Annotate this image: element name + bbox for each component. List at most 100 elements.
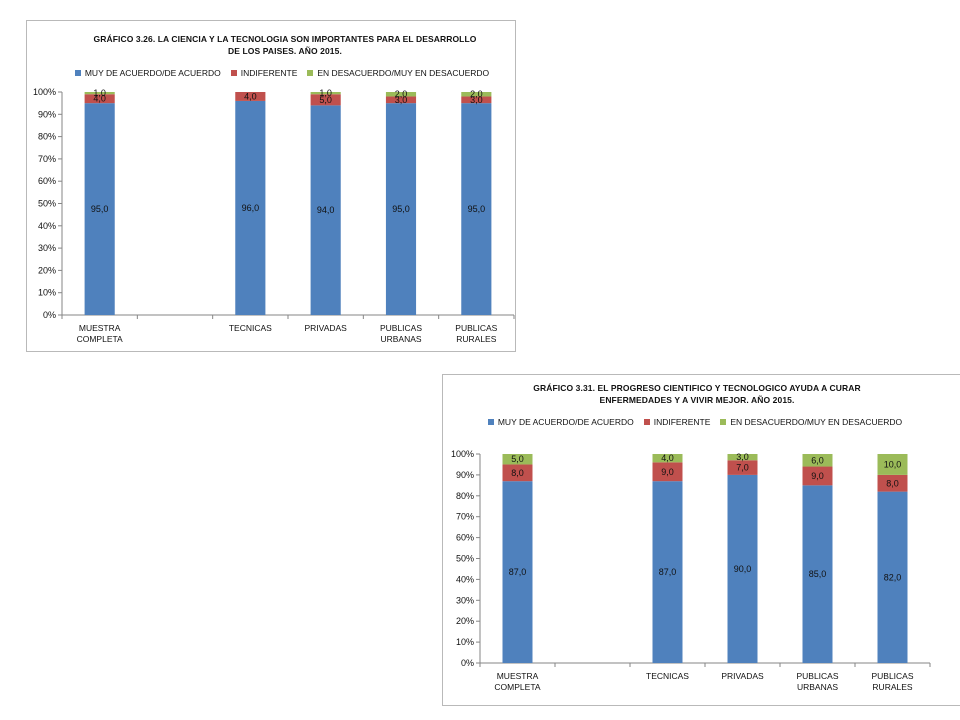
y-tick-label: 100%: [451, 449, 474, 459]
data-label-disagree: 3,0: [736, 452, 749, 462]
data-label-agree: 95,0: [91, 204, 109, 214]
y-tick-label: 40%: [38, 221, 56, 231]
legend-swatch-agree: [487, 419, 494, 425]
legend-swatch-indifferent: [643, 419, 650, 425]
chart-panel-3-31: GRÁFICO 3.31. EL PROGRESO CIENTIFICO Y T…: [442, 374, 960, 706]
bar-segment-agree: [877, 491, 908, 663]
legend-label-indifferent: INDIFERENTE: [240, 68, 298, 78]
bar-segment-agree: [727, 474, 758, 663]
data-label-indifferent: 4,0: [93, 94, 106, 104]
y-tick-label: 10%: [456, 637, 474, 647]
y-tick-label: 20%: [38, 265, 56, 275]
bar-segment-disagree: [877, 454, 908, 475]
data-label-agree: 85,0: [809, 569, 827, 579]
legend-item-indifferent: INDIFERENTE: [643, 417, 711, 427]
y-tick-label: 0%: [461, 658, 474, 668]
data-label-disagree: 5,0: [511, 454, 524, 464]
x-category-label: PUBLICAS: [380, 323, 422, 333]
x-category-label: MUESTRA: [79, 323, 121, 333]
chart-title-line-2: ENFERMEDADES Y A VIVIR MEJOR. AÑO 2015.: [599, 395, 795, 405]
legend-item-indifferent: INDIFERENTE: [230, 68, 298, 78]
x-category-label: PUBLICAS: [796, 671, 838, 681]
x-category-label: COMPLETA: [494, 682, 540, 692]
bar-segment-indifferent: [802, 466, 833, 486]
y-tick-label: 90%: [38, 109, 56, 119]
data-label-disagree: 1,0: [319, 88, 332, 98]
legend-swatch-agree: [74, 70, 81, 76]
chart-panel-3-26: GRÁFICO 3.26. LA CIENCIA Y LA TECNOLOGIA…: [26, 20, 516, 352]
chart-plot-3-31: 0% 10% 20% 30% 40% 50% 60% 70% 80% 90% 100% MUESTRA…: [451, 449, 931, 692]
y-tick-label: 30%: [456, 595, 474, 605]
x-category-label: PUBLICAS: [871, 671, 913, 681]
bar-segment-indifferent: [652, 462, 683, 482]
bar-segment-disagree: [461, 92, 492, 97]
y-tick-label: 50%: [456, 554, 474, 564]
bar-segment-indifferent: [385, 96, 417, 104]
data-label-indifferent: 7,0: [736, 463, 749, 473]
bar-segment-agree: [461, 103, 492, 316]
legend-label-agree: MUY DE ACUERDO/DE ACUERDO: [84, 68, 221, 78]
bar-segment-agree: [84, 103, 115, 316]
data-label-agree: 96,0: [242, 203, 260, 213]
x-category-label: PUBLICAS: [455, 323, 497, 333]
legend-label-disagree: EN DESACUERDO/MUY EN DESACUERDO: [730, 417, 903, 427]
y-tick-label: 20%: [456, 616, 474, 626]
legend-label-agree: MUY DE ACUERDO/DE ACUERDO: [497, 417, 634, 427]
data-label-agree: 95,0: [392, 204, 410, 214]
x-category-label: MUESTRA: [497, 671, 539, 681]
data-label-disagree: 4,0: [661, 453, 674, 463]
legend-label-disagree: EN DESACUERDO/MUY EN DESACUERDO: [317, 68, 490, 78]
data-label-indifferent: 3,0: [395, 95, 408, 105]
data-label-disagree: 1,0: [93, 88, 106, 98]
x-category-label: PRIVADAS: [721, 671, 764, 681]
bar-segment-agree: [310, 105, 341, 315]
bar-segment-disagree: [310, 92, 341, 95]
bar-segment-agree: [235, 100, 266, 315]
y-tick-label: 80%: [38, 132, 56, 142]
x-category-label: COMPLETA: [77, 334, 123, 344]
chart-title: GRÁFICO 3.26. LA CIENCIA Y LA TECNOLOGIA…: [27, 33, 515, 57]
y-tick-label: 30%: [38, 243, 56, 253]
legend-item-agree: MUY DE ACUERDO/DE ACUERDO: [74, 68, 221, 78]
bar-segment-indifferent: [502, 464, 533, 482]
bar-segment-agree: [385, 103, 417, 316]
y-tick-label: 10%: [38, 288, 56, 298]
data-label-indifferent: 3,0: [470, 95, 483, 105]
data-label-disagree: 6,0: [811, 455, 824, 465]
data-label-indifferent: 9,0: [661, 467, 674, 477]
legend-item-agree: MUY DE ACUERDO/DE ACUERDO: [487, 417, 634, 427]
x-category-label: TECNICAS: [646, 671, 689, 681]
chart-title-line-2: DE LOS PAISES. AÑO 2015.: [228, 46, 342, 56]
chart-legend: MUY DE ACUERDO/DE ACUERDO INDIFERENTE EN…: [27, 68, 515, 78]
legend-label-indifferent: INDIFERENTE: [653, 417, 711, 427]
x-category-label: URBANAS: [797, 682, 838, 692]
bar-segment-disagree: [84, 92, 115, 95]
y-tick-label: 0%: [43, 310, 56, 320]
y-tick-label: 60%: [456, 533, 474, 543]
data-label-indifferent: 8,0: [886, 478, 899, 488]
bar-segment-agree: [802, 485, 833, 663]
x-category-label: RURALES: [872, 682, 912, 692]
bar-segment-disagree: [502, 454, 533, 465]
data-label-disagree: 10,0: [884, 459, 902, 469]
y-tick-label: 50%: [38, 199, 56, 209]
x-category-label: TECNICAS: [229, 323, 272, 333]
chart-title-line-1: GRÁFICO 3.26. LA CIENCIA Y LA TECNOLOGIA…: [93, 34, 477, 44]
y-tick-label: 60%: [38, 176, 56, 186]
legend-swatch-indifferent: [230, 70, 237, 76]
bar-segment-indifferent: [310, 94, 341, 106]
data-label-agree: 87,0: [509, 567, 527, 577]
y-tick-label: 70%: [38, 154, 56, 164]
legend-swatch-disagree: [720, 419, 727, 425]
data-label-indifferent: 5,0: [319, 95, 332, 105]
data-label-agree: 94,0: [317, 205, 335, 215]
data-label-indifferent: 9,0: [811, 471, 824, 481]
legend-item-disagree: EN DESACUERDO/MUY EN DESACUERDO: [720, 417, 902, 427]
chart-plot-3-26: 0% 10% 20% 30% 40% 50% 60% 70% 80% 90% 100% MUESTRA…: [33, 87, 515, 344]
x-category-label: URBANAS: [380, 334, 421, 344]
y-tick-label: 100%: [33, 87, 56, 97]
bar-segment-indifferent: [84, 94, 115, 104]
data-label-indifferent: 4,0: [244, 91, 257, 101]
y-tick-label: 40%: [456, 574, 474, 584]
data-label-agree: 95,0: [468, 204, 486, 214]
